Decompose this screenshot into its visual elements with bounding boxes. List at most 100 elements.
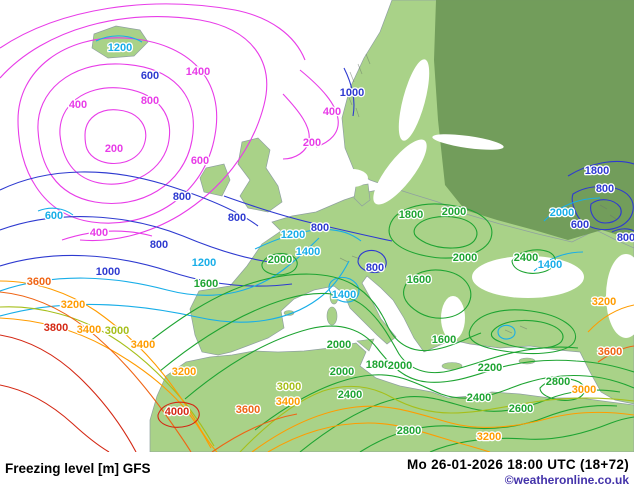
contour-label: 1400 [186,66,210,78]
contour-label: 200 [303,137,321,149]
contour-label: 3600 [236,404,260,416]
contour-line [389,204,492,258]
contour-line [96,36,142,42]
contour-label: 3000 [105,325,129,337]
contour-line [185,326,634,399]
contour-label: 3600 [27,276,51,288]
contours-orange [0,281,634,452]
gulf-of-finland [432,134,504,150]
contour-label: 1200 [108,42,132,54]
contour-label: 600 [191,155,209,167]
contour-label: 2800 [546,376,570,388]
contour-label: 1400 [332,289,356,301]
map-title: Freezing level [m] GFS [5,461,151,476]
contour-line [224,196,392,241]
land-russia-dark [434,0,634,240]
contour-line [344,68,354,116]
contour-line [414,216,477,248]
contour-line [404,270,471,318]
contour-label: 2000 [388,360,412,372]
contour-line [0,172,258,226]
contour-label: 2000 [268,254,292,266]
contour-label: 200 [105,143,123,155]
contour-label: 2000 [330,366,354,378]
contour-line [572,187,633,230]
contour-label: 2000 [327,339,351,351]
contour-label: 1800 [585,165,609,177]
contour-line [540,379,585,401]
mountain-texture [340,54,616,333]
contour-line [512,250,555,274]
contour-line [300,70,338,147]
contour-label: 800 [141,95,159,107]
contour-line [469,310,575,354]
contour-line [498,325,515,339]
contour-label: 1400 [296,246,320,258]
copyright-link[interactable]: ©weatheronline.co.uk [504,473,629,487]
contour-label: 2000 [442,206,466,218]
contour-label: 400 [323,106,341,118]
freezing-level-map: 1200 600 1400 800 400 200 600 400 200 1000 800 800 6… [0,0,634,452]
island-crete [442,363,462,370]
contour-label: 2400 [338,389,362,401]
map-datetime: Mo 26-01-2026 18:00 UTC (18+72) [406,457,629,472]
contour-label: 1200 [281,229,305,241]
contour-label: 1400 [538,259,562,271]
land-great-britain [238,138,282,212]
contour-label: 600 [45,210,63,222]
contour-label: 2600 [509,403,533,415]
contour-label: 1000 [340,87,364,99]
contour-line [212,414,297,452]
gulf-of-bothnia [398,59,430,141]
contour-label: 2800 [397,425,421,437]
contour-line [491,320,563,348]
contour-line [240,386,634,452]
contour-line [60,88,170,184]
contour-line [38,208,73,215]
contour-label: 400 [90,227,108,239]
contour-label: 2000 [550,207,574,219]
contour-label: 2200 [478,362,502,374]
land-layer [92,0,634,452]
contour-line [360,405,617,452]
contour-label: 800 [596,183,614,195]
contour-line [588,305,634,332]
contours-magenta [0,4,338,241]
contour-line [0,17,267,241]
north-sea-skagerrak [336,169,368,187]
contours-green [140,204,634,452]
land-denmark [354,184,370,206]
contour-line [591,200,622,223]
contour-line [0,281,217,452]
contour-label: 3600 [598,346,622,358]
contour-line [283,94,309,159]
contour-label: 1600 [194,278,218,290]
contour-label: 1600 [407,274,431,286]
land-ireland [200,164,230,196]
contour-label: 4000 [165,406,189,418]
contour-line [544,198,600,221]
contour-line [85,110,146,164]
contour-line [358,250,386,272]
contour-line [329,277,359,302]
contour-label: 600 [571,219,589,231]
contour-label: 800 [173,191,191,203]
contour-line [568,161,634,176]
contour-label: 800 [228,212,246,224]
island-balearics [284,311,294,316]
aegean-sea [441,296,465,340]
island-sardinia [327,307,337,325]
contour-line [18,38,217,223]
contours-blue [0,68,634,286]
contour-label: 3200 [592,296,616,308]
contour-line [0,385,109,452]
contour-line [0,335,136,452]
contour-label: 1800 [366,359,390,371]
contour-line [0,255,292,286]
contour-line [255,230,361,249]
contour-line [300,390,620,452]
contour-line [62,231,152,240]
contour-line [268,423,490,452]
contour-label: 3000 [277,381,301,393]
contour-line [598,346,634,362]
